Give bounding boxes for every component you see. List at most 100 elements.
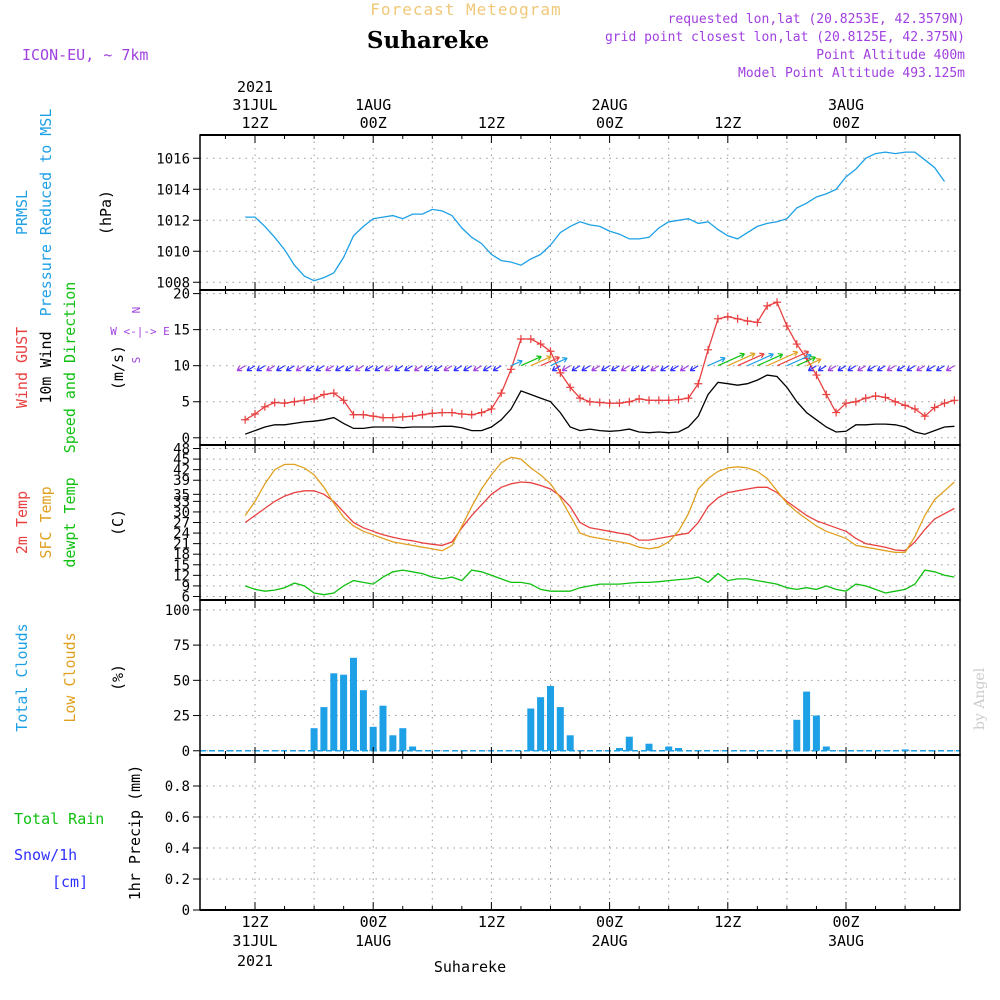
wind-arrow <box>896 365 906 372</box>
wind-arrow-head <box>916 365 922 372</box>
wind-arrow <box>808 365 817 372</box>
bottom-time-label: 1AUG <box>355 932 391 950</box>
wind-arrow-head <box>866 365 873 372</box>
compass-south: S <box>130 357 143 364</box>
wind-arrow-head <box>384 365 390 372</box>
top-time-label: 00Z <box>360 114 387 132</box>
y-tick-label: 1008 <box>156 275 190 291</box>
wind-arrow-head <box>305 365 312 372</box>
gust-marker <box>704 345 713 354</box>
wind-arrow-head <box>896 365 903 372</box>
wind-arrow <box>776 350 809 367</box>
wind-arrow <box>847 365 857 372</box>
wind-arrow-head <box>792 350 799 357</box>
wind-arrow <box>786 354 812 367</box>
y-tick-label: 100 <box>165 603 190 619</box>
wind-arrow-head <box>807 365 814 372</box>
gust-marker <box>910 404 919 413</box>
y-tick-label: 45 <box>173 452 190 468</box>
wind-arrow <box>374 365 384 372</box>
gust-marker <box>773 298 782 307</box>
cloud-bar <box>527 708 535 751</box>
gust-marker <box>497 389 506 398</box>
wind-arrow <box>717 353 745 367</box>
wind-arrow-head <box>344 365 351 372</box>
wind-arrow-head <box>413 365 420 372</box>
wind-arrow <box>295 365 305 372</box>
wind-arrow-head <box>561 365 568 372</box>
wind-arrow-head <box>876 365 883 372</box>
y-tick-label: 0.6 <box>165 810 190 826</box>
y-tick-label: 1014 <box>156 182 190 198</box>
top-time-label: 3AUG <box>828 96 864 114</box>
legend-label: Total Rain <box>14 810 104 828</box>
cloud-bar <box>547 686 554 751</box>
model-altitude: Model Point Altitude 493.125m <box>738 66 965 81</box>
wind-arrow <box>747 353 774 367</box>
wind-arrow <box>473 365 482 372</box>
cloud-bar <box>359 690 367 751</box>
y-tick-label: 27 <box>173 516 190 532</box>
gust-marker <box>842 399 850 408</box>
y-tick-label: 5 <box>182 395 190 411</box>
axis-label: SFC Temp <box>37 486 55 558</box>
series-line-2m-temp <box>244 481 955 552</box>
gust-marker <box>349 410 358 419</box>
wind-arrow-head <box>640 365 647 372</box>
wind-arrow-head <box>739 352 745 359</box>
wind-arrow-head <box>620 365 627 372</box>
y-tick-label: 12 <box>173 568 190 584</box>
model-label: ICON-EU, ~ 7km <box>22 46 148 64</box>
y-tick-label: 42 <box>173 463 190 479</box>
cloud-bar <box>793 719 801 751</box>
wind-arrow <box>492 365 502 372</box>
gust-marker <box>812 371 821 380</box>
wind-arrow-head <box>463 365 469 372</box>
wind-arrow <box>305 365 315 372</box>
wind-arrow-head <box>364 365 371 372</box>
y-tick-label: 30 <box>173 505 190 521</box>
wind-arrow-head <box>749 352 756 358</box>
wind-arrow <box>926 365 935 372</box>
y-tick-label: 75 <box>173 638 190 654</box>
wind-arrow-head <box>571 365 578 372</box>
wind-arrow <box>877 365 886 372</box>
top-time-label: 1AUG <box>355 96 391 114</box>
wind-arrow <box>611 365 620 372</box>
gust-marker <box>319 390 328 399</box>
wind-arrow-head <box>689 365 696 372</box>
wind-arrow-head <box>817 365 824 372</box>
wind-arrow <box>246 365 256 372</box>
wind-arrow-head <box>394 365 400 372</box>
wind-arrow-head <box>581 365 587 372</box>
bottom-time-label: 00Z <box>596 913 623 931</box>
gust-marker <box>940 399 949 408</box>
wind-arrow <box>266 365 276 372</box>
wind-arrow <box>591 365 601 372</box>
wind-arrow <box>540 356 560 367</box>
wind-arrow-head <box>492 365 499 372</box>
gust-marker <box>290 397 299 406</box>
y-tick-label: 15 <box>173 323 190 339</box>
wind-arrow <box>384 365 394 372</box>
cloud-bar <box>320 707 328 751</box>
wind-arrow-head <box>857 365 863 372</box>
wind-arrow <box>325 365 335 372</box>
axis-label: Low Clouds <box>61 632 79 722</box>
wind-arrow <box>236 365 246 372</box>
gust-marker <box>359 410 368 419</box>
gust-marker <box>605 399 614 408</box>
location-title: Suhareke <box>367 27 489 54</box>
wind-arrow-head <box>591 365 597 372</box>
gust-marker <box>901 401 910 410</box>
wind-arrow-head <box>669 365 676 372</box>
y-tick-label: 1016 <box>156 151 190 167</box>
wind-arrow <box>601 365 610 372</box>
gust-marker <box>379 413 388 422</box>
y-tick-label: 25 <box>173 709 190 725</box>
gust-marker <box>694 379 703 388</box>
wind-arrow-head <box>354 365 361 372</box>
wind-arrow-head <box>827 365 834 372</box>
wind-arrow-head <box>777 353 784 359</box>
wind-arrow <box>936 365 945 372</box>
